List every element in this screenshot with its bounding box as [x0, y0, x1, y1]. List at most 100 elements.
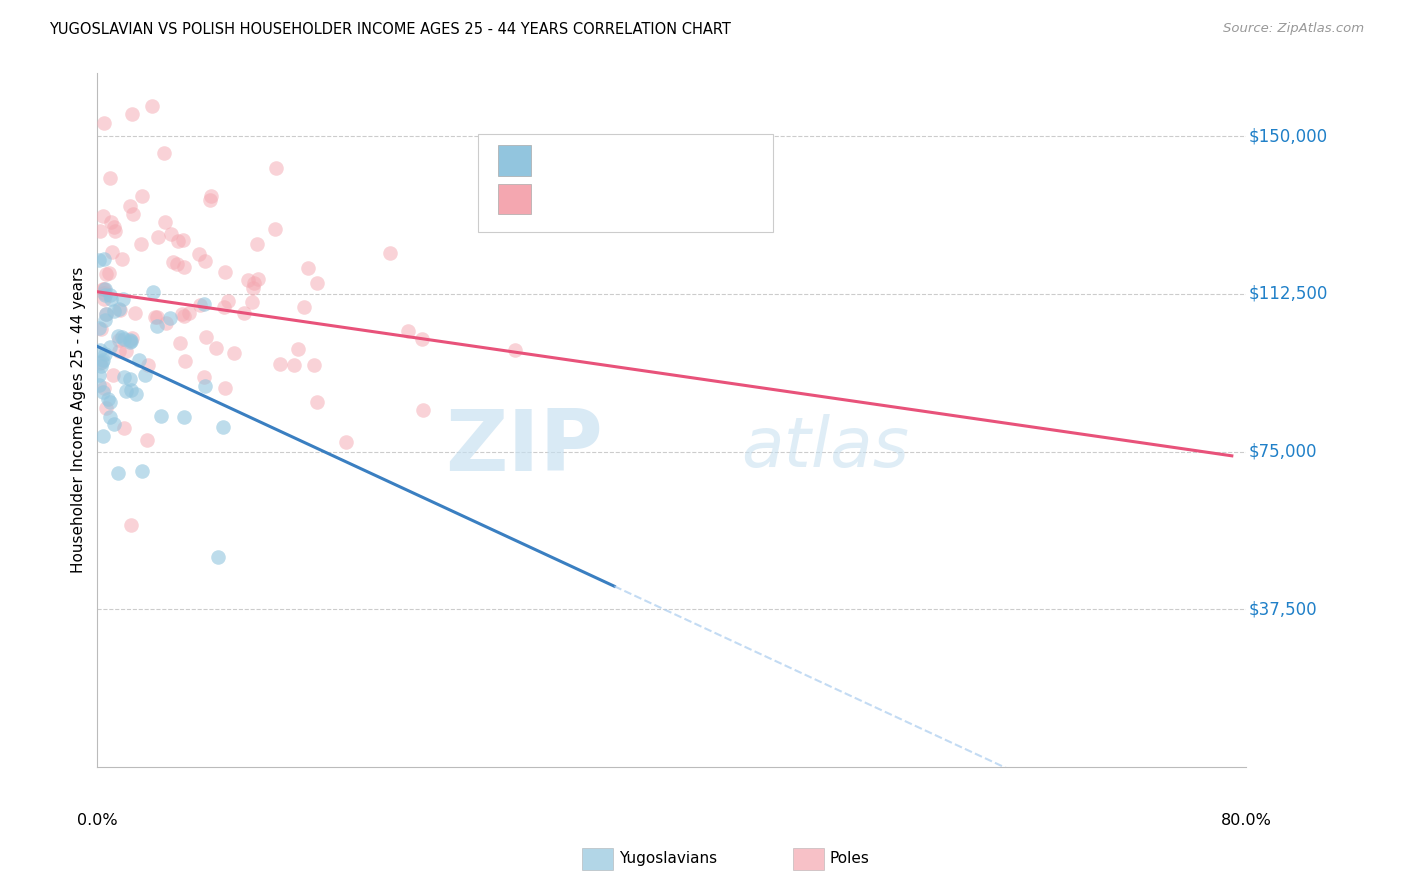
Text: Source: ZipAtlas.com: Source: ZipAtlas.com	[1223, 22, 1364, 36]
Point	[238, 272, 260, 286]
Text: $37,500: $37,500	[1249, 600, 1317, 618]
Point	[94, 307, 117, 321]
Point	[142, 285, 165, 300]
Point	[120, 384, 142, 398]
Point	[412, 403, 434, 417]
Point	[217, 293, 239, 308]
Point	[103, 219, 125, 234]
Point	[98, 410, 121, 425]
Point	[100, 214, 122, 228]
Point	[205, 341, 228, 355]
Point	[118, 333, 141, 347]
Point	[104, 224, 127, 238]
Point	[89, 356, 111, 370]
Point	[91, 352, 114, 367]
Point	[266, 161, 288, 176]
Point	[242, 281, 264, 295]
Point	[153, 215, 176, 229]
Point	[94, 307, 117, 321]
Point	[89, 368, 111, 382]
Point	[107, 344, 129, 359]
Point	[169, 336, 191, 351]
Point	[112, 370, 135, 384]
Point	[94, 347, 117, 361]
Point	[292, 300, 315, 314]
Point	[505, 343, 527, 357]
Point	[193, 370, 215, 384]
Point	[107, 466, 129, 480]
Point	[194, 330, 217, 344]
Text: YUGOSLAVIAN VS POLISH HOUSEHOLDER INCOME AGES 25 - 44 YEARS CORRELATION CHART: YUGOSLAVIAN VS POLISH HOUSEHOLDER INCOME…	[49, 22, 731, 37]
Point	[91, 210, 114, 224]
Point	[108, 303, 131, 318]
Y-axis label: Householder Income Ages 25 - 44 years: Householder Income Ages 25 - 44 years	[72, 267, 86, 574]
Point	[335, 434, 357, 449]
Point	[246, 236, 269, 251]
Point	[166, 257, 188, 271]
Point	[114, 344, 136, 359]
Point	[100, 340, 122, 354]
Point	[173, 309, 195, 323]
Point	[193, 297, 215, 311]
Point	[120, 518, 142, 533]
Point	[98, 287, 121, 301]
Point	[97, 266, 120, 280]
Point	[194, 379, 217, 393]
Point	[302, 358, 325, 372]
Point	[93, 252, 115, 266]
Point	[121, 331, 143, 345]
Point	[242, 276, 264, 290]
Point	[94, 401, 117, 416]
Point	[91, 282, 114, 296]
Point	[194, 254, 217, 268]
Point	[108, 301, 131, 316]
Text: ZIP: ZIP	[446, 407, 603, 490]
Text: $150,000: $150,000	[1249, 127, 1327, 145]
Point	[162, 254, 184, 268]
Point	[108, 333, 131, 347]
Point	[112, 293, 135, 307]
Point	[103, 303, 125, 318]
Text: $75,000: $75,000	[1249, 442, 1317, 460]
Point	[131, 464, 153, 478]
Point	[112, 332, 135, 346]
Point	[89, 224, 111, 238]
Point	[103, 417, 125, 432]
Point	[240, 295, 263, 310]
Text: 80.0%: 80.0%	[1220, 814, 1271, 829]
Point	[93, 381, 115, 395]
Point	[93, 282, 115, 296]
Point	[121, 106, 143, 120]
Point	[87, 253, 110, 268]
Point	[224, 346, 246, 360]
Point	[170, 307, 193, 321]
Point	[378, 245, 401, 260]
Point	[200, 188, 222, 202]
Point	[87, 378, 110, 392]
Point	[125, 387, 148, 401]
Point	[177, 306, 200, 320]
Point	[150, 409, 173, 423]
Point	[160, 227, 183, 241]
Point	[131, 188, 153, 202]
Point	[89, 343, 111, 357]
Point	[134, 368, 156, 383]
Point	[152, 145, 174, 160]
Point	[307, 276, 329, 290]
Point	[287, 343, 309, 357]
Point	[146, 230, 169, 244]
Point	[167, 234, 190, 248]
Point	[100, 395, 122, 409]
Point	[200, 193, 222, 207]
Text: 0.0%: 0.0%	[77, 814, 118, 829]
Point	[143, 310, 166, 325]
Point	[172, 233, 194, 247]
Text: Poles: Poles	[830, 851, 869, 865]
Text: $112,500: $112,500	[1249, 285, 1327, 303]
Point	[93, 312, 115, 326]
Point	[93, 282, 115, 296]
Point	[98, 171, 121, 186]
Point	[93, 292, 115, 306]
Point	[233, 306, 256, 320]
Point	[269, 357, 291, 371]
